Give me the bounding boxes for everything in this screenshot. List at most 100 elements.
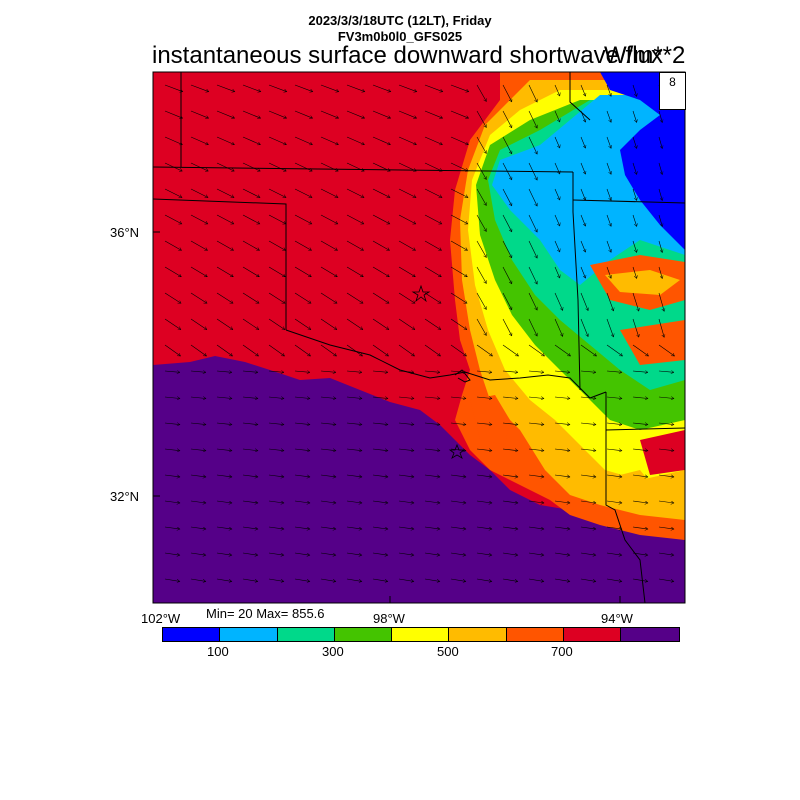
wind-arrow xyxy=(320,162,338,171)
wind-arrow xyxy=(320,214,338,224)
wind-arrow xyxy=(606,449,622,451)
wind-arrow xyxy=(450,162,468,171)
wind-arrow xyxy=(216,292,233,304)
wind-arrow xyxy=(502,214,512,232)
wind-arrow xyxy=(320,318,337,330)
wind-arrow xyxy=(580,136,586,148)
wind-arrow xyxy=(528,110,537,128)
map-field xyxy=(153,72,685,603)
wind-arrow xyxy=(346,240,364,250)
wind-arrow xyxy=(476,162,486,180)
wind-arrow xyxy=(424,162,442,171)
wind-arrow xyxy=(502,240,512,258)
wind-arrow xyxy=(606,474,622,477)
colorbar-label-700: 700 xyxy=(551,644,573,659)
wind-arrow xyxy=(320,371,336,372)
wind-arrow xyxy=(528,449,544,451)
colorbar-box xyxy=(506,628,565,641)
wind-arrow xyxy=(476,344,493,356)
wind-arrow xyxy=(424,136,442,145)
wind-arrow xyxy=(372,214,390,224)
wind-arrow xyxy=(268,318,285,330)
wind-arrow xyxy=(632,397,648,399)
wind-arrow xyxy=(476,240,486,258)
wind-arrow xyxy=(372,266,389,278)
wind-arrow xyxy=(476,526,492,529)
wind-arrow xyxy=(658,318,664,337)
wind-arrow xyxy=(346,449,362,451)
wind-arrow xyxy=(632,474,648,477)
wind-arrow xyxy=(216,371,232,372)
wind-arrow xyxy=(242,344,259,356)
field-cells-3 xyxy=(620,320,685,365)
wind-arrow xyxy=(528,397,544,399)
wind-arrow xyxy=(502,318,512,336)
min-max-stats: Min= 20 Max= 855.6 xyxy=(206,606,325,621)
wind-arrow xyxy=(424,266,441,278)
wind-arrow xyxy=(580,423,596,425)
wind-arrow xyxy=(528,344,545,356)
wind-arrow xyxy=(606,371,622,372)
wind-arrow xyxy=(268,188,286,198)
wind-arrow xyxy=(450,318,467,330)
wind-arrow xyxy=(268,500,284,503)
wind-arrow xyxy=(476,397,492,399)
wind-arrow xyxy=(216,162,234,171)
wind-arrow xyxy=(580,552,596,555)
wind-arrow xyxy=(398,397,414,399)
wind-arrow xyxy=(476,449,492,451)
wind-arrow xyxy=(606,136,611,148)
wind-arrow xyxy=(476,266,486,284)
wind-arrow xyxy=(372,162,390,171)
wind-arrow xyxy=(658,552,674,555)
wind-arrow xyxy=(476,188,486,206)
wind-arrow xyxy=(294,500,310,503)
wind-arrow xyxy=(398,214,416,224)
wind-arrow xyxy=(294,449,310,451)
units-label: W/m**2 xyxy=(604,42,686,69)
wind-arrow xyxy=(658,136,662,149)
wind-arrow xyxy=(216,110,235,118)
wind-arrow xyxy=(632,552,648,555)
wind-arrow xyxy=(528,266,537,284)
wind-arrow xyxy=(294,188,312,198)
date-line: 2023/3/3/18UTC (12LT), Friday xyxy=(308,13,492,28)
wind-arrow xyxy=(164,449,180,451)
wind-arrow xyxy=(190,136,208,145)
wind-arrow xyxy=(190,500,206,503)
wind-arrow xyxy=(424,188,442,198)
wind-arrow xyxy=(164,578,180,581)
wind-arrow xyxy=(580,526,596,529)
city-marker-okc xyxy=(411,284,431,303)
wind-arrow xyxy=(658,423,674,425)
axis-ticks xyxy=(152,231,621,603)
wind-arrow xyxy=(580,449,596,451)
wind-arrow xyxy=(554,136,560,148)
wind-arrow xyxy=(268,84,287,92)
wind-arrow xyxy=(398,578,414,581)
wind-arrow xyxy=(216,449,232,451)
wind-arrow xyxy=(554,292,563,310)
wind-arrow xyxy=(268,214,286,224)
colorbar-box xyxy=(449,628,507,641)
field-fringe-tx xyxy=(470,395,510,445)
wind-arrow xyxy=(554,110,560,122)
wind-arrow xyxy=(320,266,337,278)
wind-arrow xyxy=(164,110,183,118)
wind-arrow xyxy=(320,526,336,529)
wind-arrow xyxy=(268,526,284,529)
wind-arrow xyxy=(450,500,466,503)
colorbar-label-300: 300 xyxy=(322,644,344,659)
wind-arrow xyxy=(528,526,544,529)
wind-arrow xyxy=(372,552,388,555)
wind-arrow xyxy=(606,500,622,503)
wind-reference-box: 8 xyxy=(659,72,686,110)
wind-arrow xyxy=(476,110,486,128)
wind-arrow xyxy=(372,500,388,503)
wind-arrow xyxy=(606,423,622,425)
wind-arrow xyxy=(398,318,415,330)
wind-arrow xyxy=(268,110,287,118)
wind-arrow xyxy=(606,318,614,337)
map-frame xyxy=(152,71,686,604)
wind-arrow xyxy=(450,371,466,372)
